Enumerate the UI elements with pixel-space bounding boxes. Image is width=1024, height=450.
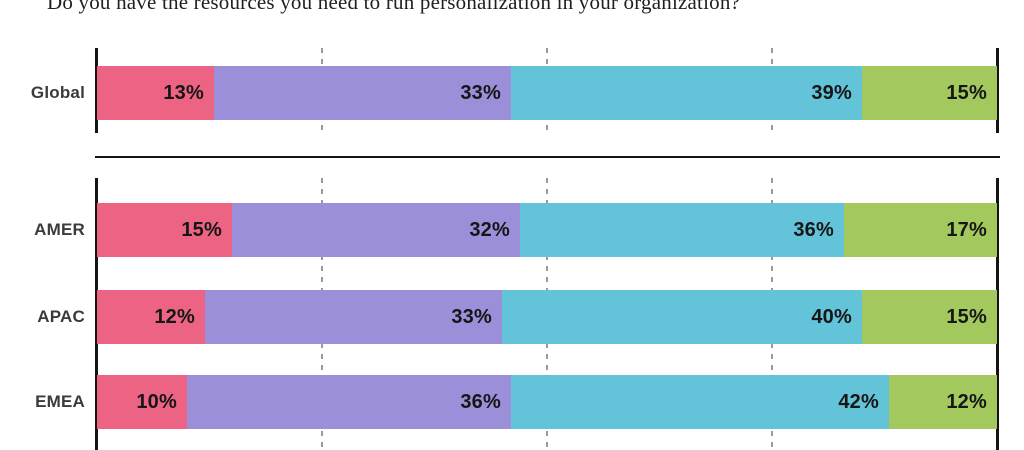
segment-value-label: 42%: [838, 390, 879, 413]
segment-value-label: 33%: [460, 81, 501, 104]
stacked-bar-emea: 10% 36% 42% 12%: [97, 375, 997, 429]
chart-title: Do you have the resources you need to ru…: [47, 0, 741, 14]
row-label-emea: EMEA: [35, 392, 85, 411]
segment-value-label: 17%: [946, 218, 987, 241]
stacked-bar-global: 13% 33% 39% 15%: [97, 66, 997, 120]
segment-value-label: 15%: [946, 81, 987, 104]
segment-value-label: 33%: [451, 305, 492, 328]
bar-segment-global-3: 39%: [511, 66, 862, 120]
segment-value-label: 12%: [154, 305, 195, 328]
segment-value-label: 12%: [946, 390, 987, 413]
bar-segment-amer-3: 36%: [520, 203, 844, 257]
row-label-amer: AMER: [34, 220, 85, 239]
row-label-apac: APAC: [37, 307, 85, 326]
segment-value-label: 15%: [181, 218, 222, 241]
bar-segment-global-4: 15%: [862, 66, 997, 120]
axis-line-right: [996, 178, 999, 450]
stacked-bar-apac: 12% 33% 40% 15%: [97, 290, 997, 344]
axis-line-left: [95, 178, 98, 450]
row-label-global: Global: [30, 83, 85, 102]
segment-value-label: 15%: [946, 305, 987, 328]
bar-segment-emea-3: 42%: [511, 375, 889, 429]
bar-segment-emea-2: 36%: [187, 375, 511, 429]
segment-value-label: 40%: [811, 305, 852, 328]
bar-segment-global-2: 33%: [214, 66, 511, 120]
bar-segment-apac-1: 12%: [97, 290, 205, 344]
stacked-bar-amer: 15% 32% 36% 17%: [97, 203, 997, 257]
section-divider-line: [95, 156, 1000, 158]
segment-value-label: 10%: [136, 390, 177, 413]
axis-line-right: [996, 48, 999, 133]
bar-segment-emea-4: 12%: [889, 375, 997, 429]
bar-segment-amer-2: 32%: [232, 203, 520, 257]
bar-segment-emea-1: 10%: [97, 375, 187, 429]
chart-section-global: Global 13% 33% 39% 15%: [0, 48, 1024, 133]
segment-value-label: 13%: [163, 81, 204, 104]
segment-value-label: 36%: [793, 218, 834, 241]
bar-segment-apac-4: 15%: [862, 290, 997, 344]
bar-segment-apac-3: 40%: [502, 290, 862, 344]
segment-value-label: 32%: [469, 218, 510, 241]
segment-value-label: 39%: [811, 81, 852, 104]
axis-line-left: [95, 48, 98, 133]
bar-segment-global-1: 13%: [97, 66, 214, 120]
bar-segment-amer-4: 17%: [844, 203, 997, 257]
bar-segment-amer-1: 15%: [97, 203, 232, 257]
chart-section-regions: AMER 15% 32% 36% 17% APAC 12% 33% 40% 15% EMEA 10% 3…: [0, 178, 1024, 450]
segment-value-label: 36%: [460, 390, 501, 413]
bar-segment-apac-2: 33%: [205, 290, 502, 344]
